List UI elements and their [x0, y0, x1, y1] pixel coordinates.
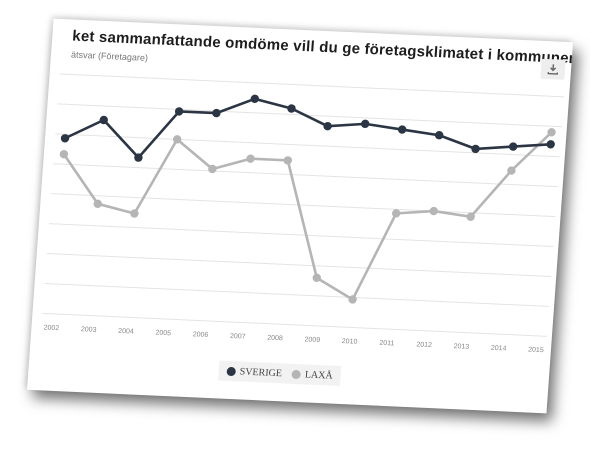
x-tick-label: 2011 — [379, 340, 395, 348]
data-point-sverige — [546, 140, 555, 149]
x-tick-label: 2010 — [342, 338, 358, 346]
line-chart: 2002 2003 2004 2005 2006 2007 2008 2009 2010 2011… — [42, 73, 565, 354]
data-point-sverige — [287, 104, 296, 113]
grid-line — [48, 223, 554, 248]
x-tick-label: 2004 — [118, 328, 134, 336]
x-tick-label: 2009 — [304, 336, 320, 344]
data-point-sverige — [250, 94, 260, 104]
legend-item-laxa[interactable]: LAXÅ — [291, 368, 334, 382]
series-line-sverige — [64, 97, 551, 159]
data-point-lax — [547, 128, 556, 137]
data-point-lax — [246, 154, 255, 163]
data-point-lax — [283, 156, 293, 165]
grid-line — [42, 312, 547, 337]
x-tick-label: 2007 — [230, 333, 246, 341]
download-button[interactable] — [540, 58, 566, 80]
data-point-lax — [391, 209, 401, 218]
grid-line — [55, 133, 560, 158]
grid-line — [46, 253, 552, 277]
data-point-sverige — [99, 115, 108, 125]
grid-lines — [42, 73, 565, 337]
x-axis-ticks: 2002 2003 2004 2005 2006 2007 2008 2009 2010 2011… — [43, 324, 544, 354]
x-tick-label: 2012 — [416, 341, 432, 349]
data-point-sverige — [360, 119, 370, 129]
download-icon — [547, 64, 559, 75]
data-point-lax — [130, 209, 139, 218]
data-point-lax — [93, 199, 102, 209]
legend-label-laxa: LAXÅ — [304, 368, 334, 382]
data-point-sverige — [323, 121, 332, 131]
data-point-sverige — [212, 108, 221, 118]
data-point-lax — [429, 206, 438, 216]
data-point-lax — [208, 164, 217, 174]
series-line-lax — [62, 131, 553, 301]
legend-label-sverige: SVERIGE — [239, 365, 283, 379]
grid-line — [57, 103, 562, 128]
legend-item-sverige[interactable]: SVERIGE — [226, 365, 283, 379]
x-tick-label: 2013 — [453, 343, 469, 351]
grid-line — [44, 282, 550, 307]
x-tick-label: 2005 — [155, 330, 171, 338]
data-point-lax — [172, 135, 182, 144]
data-point-sverige — [134, 153, 143, 162]
x-tick-label: 2015 — [528, 346, 544, 354]
data-point-lax — [466, 212, 475, 221]
data-point-sverige — [434, 131, 444, 140]
data-point-sverige — [174, 107, 184, 116]
grid-line — [59, 73, 565, 98]
data-point-sverige — [508, 142, 518, 151]
data-point-lax — [59, 150, 69, 159]
data-point-sverige — [60, 134, 70, 143]
data-point-lax — [312, 273, 321, 283]
data-point-sverige — [397, 125, 407, 134]
x-tick-label: 2002 — [43, 324, 59, 332]
legend-swatch-laxa — [291, 369, 302, 379]
data-point-lax — [507, 166, 516, 175]
data-point-lax — [348, 295, 357, 304]
x-tick-label: 2003 — [81, 326, 97, 334]
x-tick-label: 2014 — [491, 345, 507, 353]
chart-card: 2002 2003 2004 2005 2006 2007 2008 2009 2010 2011… — [26, 18, 574, 414]
x-tick-label: 2006 — [192, 331, 208, 339]
series-layer — [59, 94, 556, 304]
grid-line — [53, 163, 558, 188]
data-point-sverige — [471, 144, 480, 154]
legend-swatch-sverige — [226, 366, 237, 376]
x-tick-label: 2008 — [267, 335, 283, 343]
